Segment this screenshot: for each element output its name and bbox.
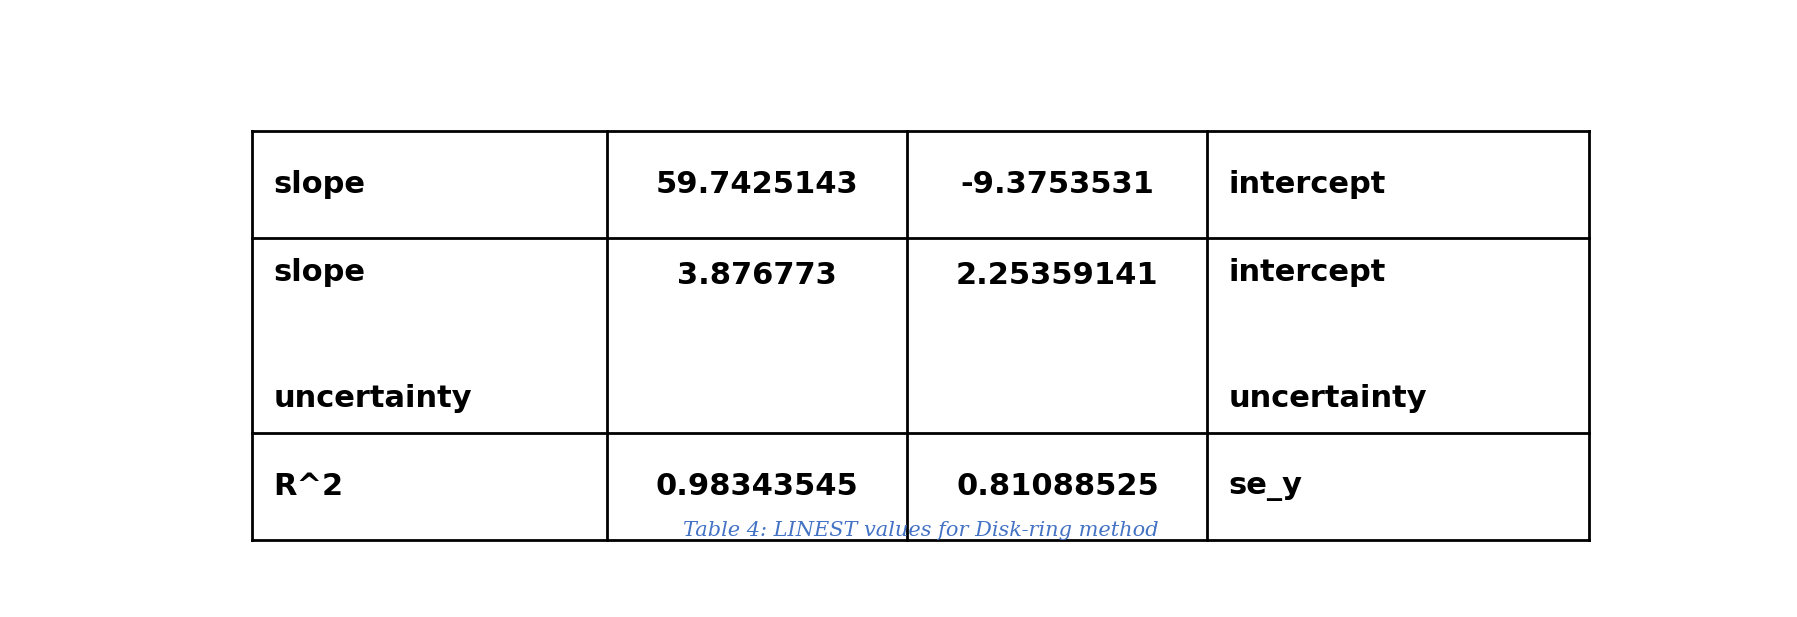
Text: se_y: se_y xyxy=(1229,471,1303,500)
Text: 0.81088525: 0.81088525 xyxy=(956,471,1159,500)
Text: 3.876773: 3.876773 xyxy=(677,262,837,291)
Text: 59.7425143: 59.7425143 xyxy=(656,170,859,199)
Text: intercept: intercept xyxy=(1229,257,1385,286)
Text: slope: slope xyxy=(273,257,365,286)
Text: Table 4: LINEST values for Disk-ring method: Table 4: LINEST values for Disk-ring met… xyxy=(683,521,1159,540)
Text: uncertainty: uncertainty xyxy=(1229,384,1427,413)
Text: slope: slope xyxy=(273,170,365,199)
Text: -9.3753531: -9.3753531 xyxy=(960,170,1154,199)
Text: intercept: intercept xyxy=(1229,170,1385,199)
Text: 2.25359141: 2.25359141 xyxy=(956,262,1159,291)
Text: uncertainty: uncertainty xyxy=(273,384,473,413)
Text: R^2: R^2 xyxy=(273,471,343,500)
Text: 0.98343545: 0.98343545 xyxy=(656,471,859,500)
